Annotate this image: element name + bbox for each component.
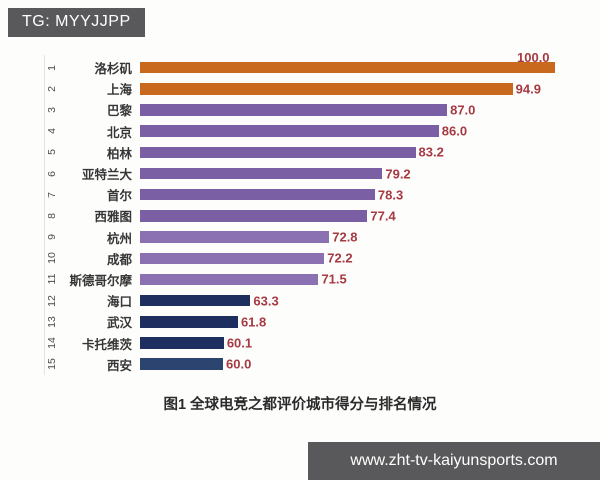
chart-row: 14 卡托维茨 60.1 [0,332,600,353]
city-label: 杭州 [106,231,132,246]
rank-label: 13 [46,316,58,328]
rank-label: 1 [46,64,58,71]
city-label: 洛杉矶 [94,62,132,77]
chart-title: 图1 全球电竞之都评价城市得分与排名情况 [163,397,437,413]
chart-row: 5 柏林 83.2 [0,142,600,163]
value-label: 94.9 [515,81,541,97]
chart-row: 2 上海 94.9 [0,78,600,99]
chart-row: 3 巴黎 87.0 [0,99,600,120]
value-label: 60.1 [226,335,253,351]
score-bar [140,61,555,74]
bar-track: 83.2 [140,144,600,160]
score-bar [140,188,375,201]
value-label: 86.0 [441,123,468,139]
bar-track: 60.0 [140,356,600,372]
score-bar [140,125,439,137]
value-label: 87.0 [450,102,476,118]
rank-label: 4 [46,128,58,135]
chart-row: 4 北京 86.0 [0,121,600,142]
bar-track: 72.8 [140,229,600,245]
bar-track: 87.0 [140,102,600,118]
bar-track: 77.4 [140,208,600,224]
chart-row: 1 洛杉矶 100.0 [0,50,600,78]
rank-label: 6 [46,170,58,177]
city-label: 首尔 [106,189,132,204]
watermark-badge-text: TG: MYYJJPP [22,13,131,30]
score-bar [140,294,251,307]
rank-label: 15 [46,358,58,371]
score-bar [140,231,330,243]
city-label: 斯德哥尔摩 [69,273,132,288]
chart-row: 12 海口 63.3 [0,290,600,311]
value-label: 100.0 [517,49,550,65]
city-label: 北京 [106,125,132,140]
city-label: 成都 [106,252,132,267]
value-label: 61.8 [240,314,267,330]
score-bar [140,210,368,222]
bar-track: 94.9 [140,81,600,97]
score-bar [140,337,224,349]
chart-row: 13 武汉 61.8 [0,311,600,332]
value-label: 72.2 [327,250,353,266]
city-label: 海口 [106,295,132,310]
website-bar: www.zht-tv-kaiyunsports.com [308,442,600,480]
rank-label: 7 [46,191,58,198]
rank-label: 5 [46,149,58,156]
city-label: 柏林 [106,146,132,161]
bar-track: 72.2 [140,250,600,266]
chart-row: 6 亚特兰大 79.2 [0,163,600,184]
city-label: 亚特兰大 [81,168,132,183]
bar-track: 86.0 [140,123,600,139]
bar-track: 63.3 [140,293,600,309]
score-bar [140,316,238,328]
value-label: 60.0 [226,356,252,372]
city-label: 巴黎 [106,104,132,119]
chart-row: 7 首尔 78.3 [0,184,600,205]
chart-row: 10 成都 72.2 [0,248,600,269]
bar-track: 79.2 [140,166,600,182]
rank-label: 10 [46,252,58,265]
website-url: www.zht-tv-kaiyunsports.com [350,452,558,469]
city-label: 武汉 [106,316,132,331]
watermark-badge: TG: MYYJJPP [8,8,145,37]
value-label: 63.3 [253,293,279,309]
score-bar [140,104,448,116]
chart-rows: 1 洛杉矶 100.0 2 上海 94.9 3 巴黎 87.0 4 北京 86.0 5 柏林 83.2 6 亚特… [0,50,600,375]
value-label: 77.4 [370,208,396,224]
chart-row: 8 西雅图 77.4 [0,205,600,226]
rank-label: 12 [46,294,58,307]
city-label: 上海 [106,83,132,98]
value-label: 78.3 [377,187,404,203]
score-bar [140,252,325,265]
rank-label: 3 [46,107,58,113]
rank-label: 2 [46,85,58,92]
ranking-bar-chart: 1 洛杉矶 100.0 2 上海 94.9 3 巴黎 87.0 4 北京 86.0 5 柏林 83.2 6 亚特… [0,50,600,413]
bar-track: 100.0 [140,50,600,74]
bar-track: 78.3 [140,187,600,203]
city-label: 西安 [106,358,132,373]
chart-row: 9 杭州 72.8 [0,227,600,248]
bar-track: 71.5 [140,271,600,287]
value-label: 79.2 [385,166,411,182]
rank-label: 8 [46,212,58,219]
chart-row: 15 西安 60.0 [0,354,600,375]
city-label: 卡托维茨 [81,337,132,352]
score-bar [140,273,319,286]
chart-row: 11 斯德哥尔摩 71.5 [0,269,600,290]
bar-track: 60.1 [140,335,600,351]
city-label: 西雅图 [94,210,132,225]
bar-track: 61.8 [140,314,600,330]
value-label: 83.2 [418,144,444,160]
value-label: 72.8 [332,229,358,245]
value-label: 71.5 [321,271,347,287]
rank-label: 9 [46,234,58,241]
score-bar [140,146,416,159]
score-bar [140,167,383,180]
rank-label: 11 [46,274,58,285]
score-bar [140,83,513,95]
rank-label: 14 [46,337,58,349]
category-axis-line [44,55,45,375]
score-bar [140,358,223,370]
